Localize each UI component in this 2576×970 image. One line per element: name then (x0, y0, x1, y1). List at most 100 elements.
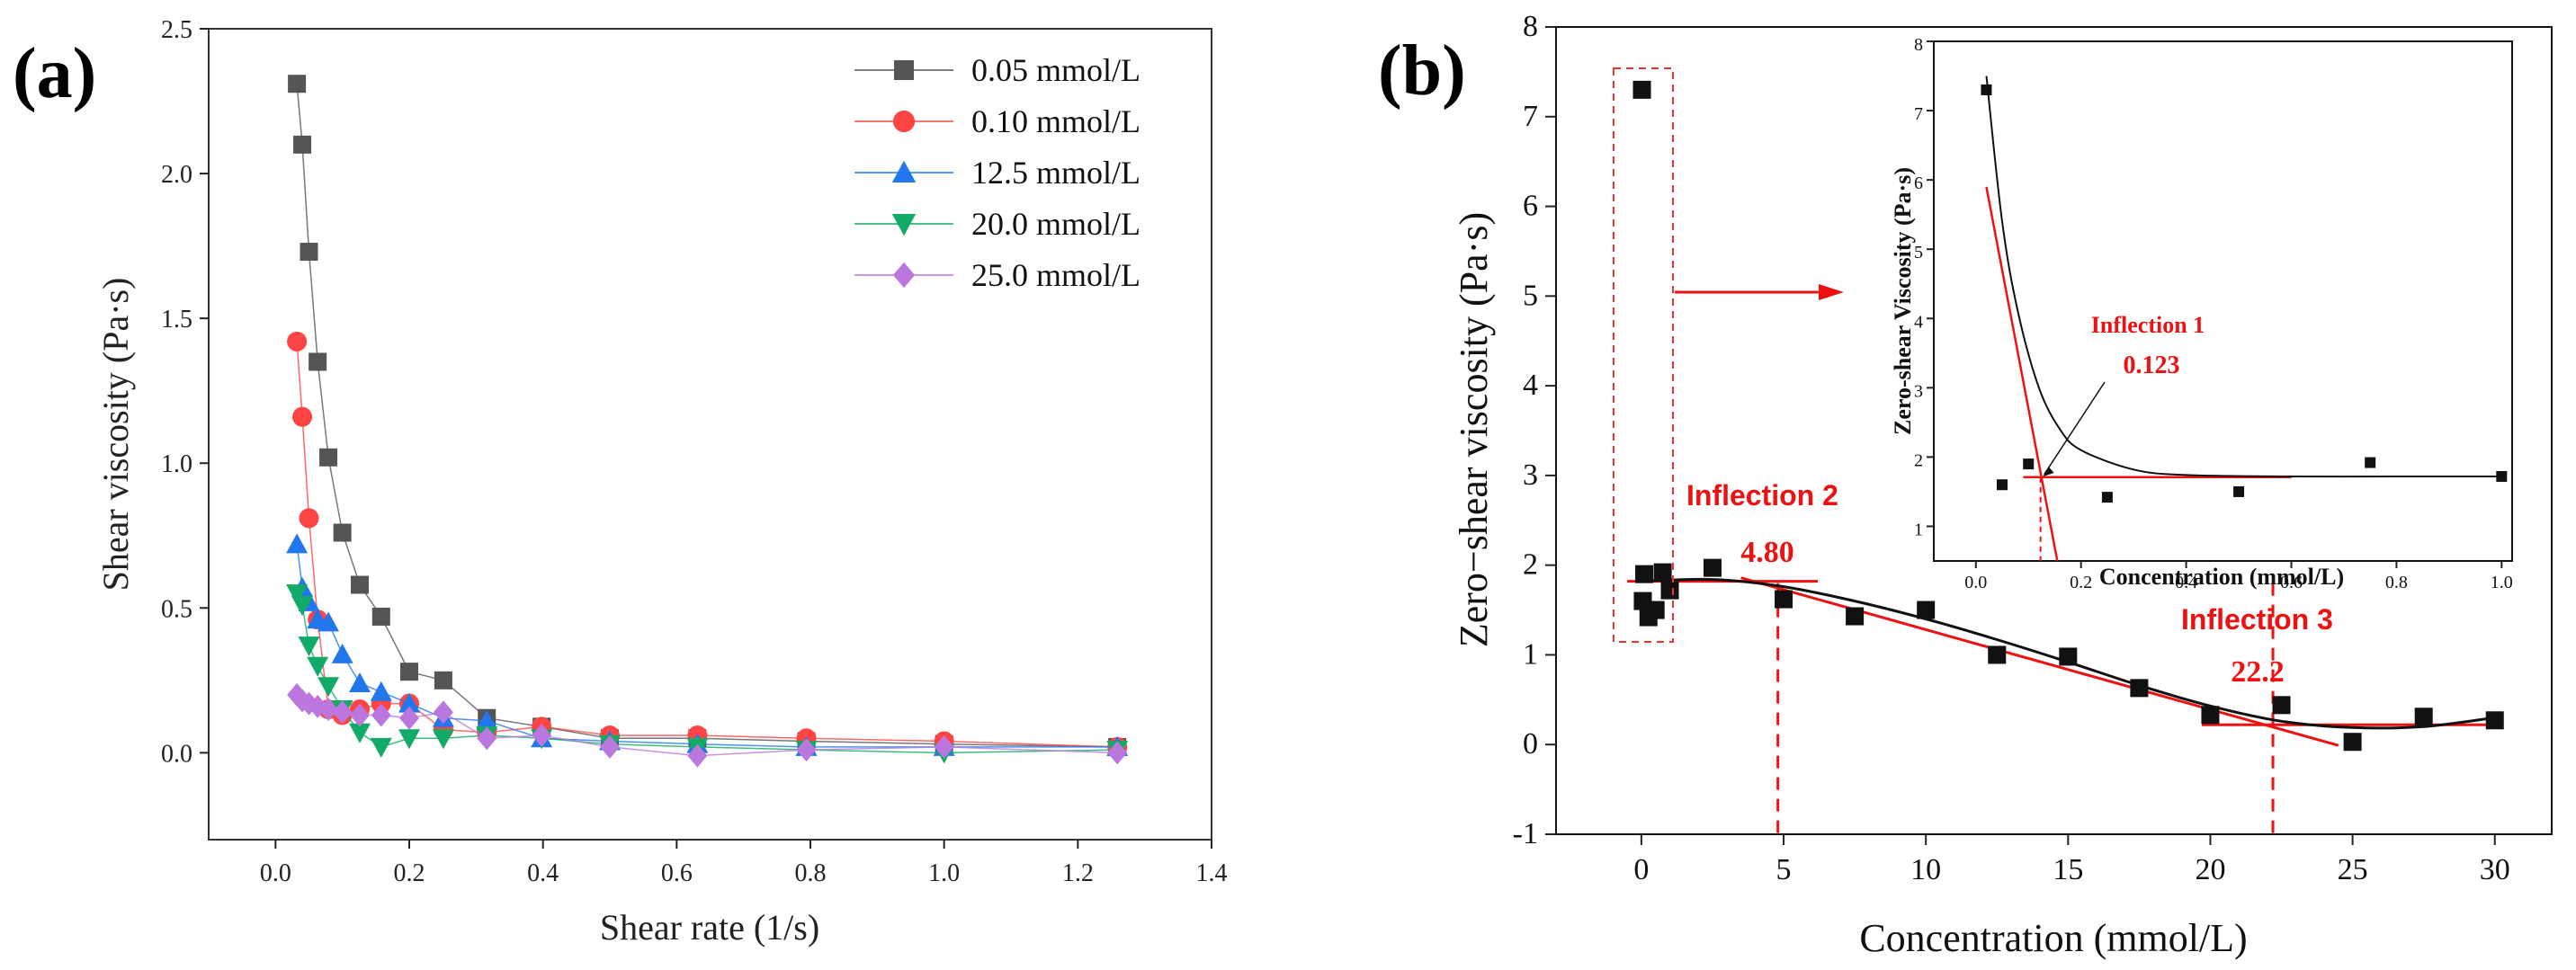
y-tick-label: 5 (1523, 279, 1538, 312)
y-tick-label: 0 (1523, 727, 1538, 761)
x-tick-label: 0.8 (795, 859, 827, 887)
inset-data-point (2101, 492, 2113, 503)
panel-a-label: (a) (13, 34, 96, 113)
inset-pointer-line (2044, 381, 2106, 476)
legend-item: 12.5 mmol/L (854, 155, 1140, 191)
chart-a-series (286, 75, 1129, 768)
x-tick-label: 30 (2480, 853, 2510, 886)
y-tick-label: 6 (1523, 190, 1538, 223)
chart-a-frame (208, 28, 1212, 841)
inset-data-point (1996, 479, 2008, 491)
data-point (348, 723, 371, 743)
data-point (400, 663, 418, 681)
x-tick-label: 0.4 (527, 859, 559, 887)
inflection-value: 4.80 (1740, 536, 1794, 569)
inset-ylabel: Zero-shear Viscosity (Pa·s) (1890, 167, 1916, 435)
x-tick-label: 1.0 (928, 859, 960, 887)
data-point (350, 575, 369, 594)
data-point (600, 734, 620, 759)
data-point (1646, 601, 1665, 619)
data-point (309, 352, 327, 371)
data-point (1653, 563, 1672, 582)
inset-data-point (1981, 84, 1992, 95)
y-tick-label: 8 (1523, 10, 1538, 43)
inset-tangent-line (1985, 186, 2059, 562)
inset-inflection-label: Inflection 1 (2091, 312, 2205, 338)
legend-label: 20.0 mmol/L (971, 206, 1140, 242)
data-point (2272, 696, 2291, 715)
y-tick-label: 7 (1914, 104, 1923, 124)
data-point (687, 743, 708, 768)
data-point (1917, 601, 1936, 619)
data-point (318, 677, 340, 698)
data-point (286, 533, 309, 554)
series-line (296, 341, 1118, 748)
y-tick-label: 0.0 (161, 740, 192, 768)
inset-data-point (2023, 458, 2035, 470)
data-point (300, 243, 318, 262)
chart-a-xlabel: Shear rate (1/s) (600, 907, 819, 948)
data-point (476, 709, 498, 730)
data-point (1775, 590, 1793, 609)
panel-b-label: (b) (1378, 31, 1466, 111)
data-point (2414, 707, 2433, 726)
legend-item: 20.0 mmol/L (854, 206, 1140, 242)
y-tick-label: -1 (1513, 817, 1538, 850)
inset-annotations: Inflection 1 0.123 (1985, 186, 2292, 562)
y-tick-label: 5 (1914, 243, 1923, 263)
chart-b-ylabel: Zero−shear viscosity (Pa·s) (1452, 212, 1496, 647)
x-tick-label: 0.6 (661, 859, 693, 887)
data-point (1635, 565, 1654, 583)
legend-marker (892, 110, 916, 133)
data-point (331, 643, 353, 663)
data-point (434, 671, 452, 690)
x-tick-label: 0.8 (2385, 573, 2408, 592)
data-point (2343, 733, 2362, 752)
x-tick-label: 15 (2053, 853, 2083, 886)
legend-label: 0.05 mmol/L (971, 52, 1140, 88)
chart-b-frame (1555, 26, 2553, 835)
data-point (286, 584, 309, 605)
data-point (318, 698, 339, 722)
legend-marker (894, 60, 914, 80)
data-point (2059, 647, 2078, 666)
x-tick-label: 1.4 (1196, 859, 1228, 887)
legend-item: 0.10 mmol/L (854, 103, 1140, 139)
y-tick-label: 4 (1914, 312, 1923, 332)
data-point (398, 692, 420, 713)
x-tick-label: 1.0 (2491, 573, 2513, 592)
data-point (477, 726, 497, 751)
data-point (2201, 706, 2220, 725)
x-tick-label: 10 (1910, 853, 1941, 886)
chart-b-xlabel: Concentration (mmol/L) (1859, 916, 2247, 960)
inflection-label: Inflection 2 (1686, 479, 1838, 512)
inset-xlabel: Concentration (mmol/L) (2099, 564, 2344, 590)
inset-data-point (2233, 485, 2245, 497)
data-point (1846, 607, 1865, 626)
data-point (287, 331, 308, 352)
y-tick-label: 0.5 (161, 595, 192, 623)
chart-b-annotations: Inflection 2 4.80 Inflection 3 22.2 (1627, 479, 2495, 834)
x-tick-label: 0.2 (394, 859, 425, 887)
data-point (333, 523, 352, 542)
data-point (293, 135, 312, 154)
inset-inflection-value: 0.123 (2124, 352, 2180, 379)
x-tick-label: 25 (2338, 853, 2368, 886)
chart-a-ticks: 0.0 0.2 0.4 0.6 0.8 1.0 1.2 1.4 0.0 0.5 1.0 1.5 2.0 2… (161, 16, 1228, 887)
x-tick-label: 0.0 (260, 859, 291, 887)
data-point (2485, 711, 2504, 730)
x-tick-label: 0.0 (1964, 573, 1987, 592)
y-tick-label: 1 (1914, 520, 1923, 539)
data-point (1988, 645, 2007, 664)
x-tick-label: 0.6 (2280, 573, 2303, 592)
data-point (332, 700, 353, 725)
data-point (371, 607, 390, 626)
data-point (348, 672, 371, 693)
data-point (399, 706, 419, 730)
data-point (307, 656, 329, 677)
highlight-box (1613, 67, 1674, 643)
legend-marker (891, 160, 917, 182)
data-point (2130, 679, 2149, 698)
